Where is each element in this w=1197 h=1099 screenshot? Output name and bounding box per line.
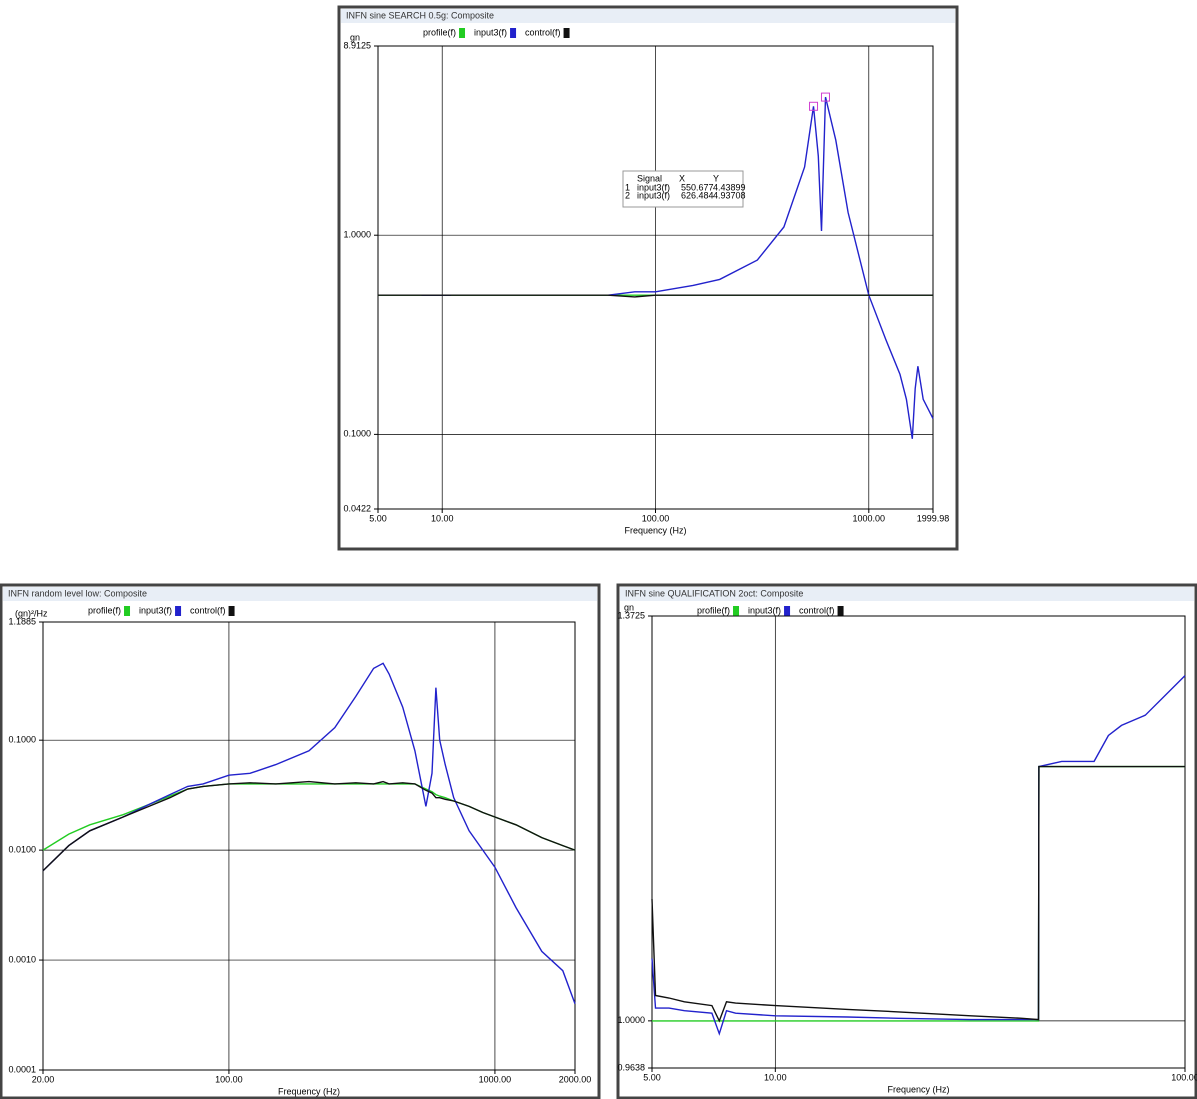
legend-label: control(f) (799, 605, 835, 615)
window-title: INFN sine SEARCH 0.5g: Composite (346, 10, 494, 20)
legend-label: input3(f) (748, 605, 781, 615)
cursor-table-cell: 1 (625, 182, 630, 192)
x-tick-label: 10.00 (431, 513, 454, 523)
x-tick-label: 1000.00 (853, 513, 886, 523)
legend-swatch (837, 606, 844, 616)
y-tick-label: 0.9638 (617, 1062, 645, 1072)
x-tick-label: 5.00 (369, 513, 387, 523)
legend-swatch (459, 28, 466, 38)
x-axis-label: Frequency (Hz) (887, 1084, 949, 1094)
legend-swatch (784, 606, 791, 616)
title-bar (341, 9, 955, 23)
legend-swatch (510, 28, 517, 38)
x-tick-label: 2000.00 (559, 1074, 592, 1084)
legend-label: control(f) (190, 605, 226, 615)
plot-area (651, 615, 1186, 1069)
chart-window: INFN sine SEARCH 0.5g: Composite profile(… (337, 5, 959, 551)
y-tick-label: 0.0001 (8, 1064, 36, 1074)
cursor-table-cell: 626.484 (681, 190, 714, 200)
y-tick-label: 8.9125 (343, 40, 371, 50)
x-axis-label: Frequency (Hz) (278, 1086, 340, 1096)
cursor-table-cell: 550.677 (681, 182, 714, 192)
x-tick-label: 20.00 (32, 1074, 55, 1084)
y-tick-label: 1.3725 (617, 610, 645, 620)
legend-swatch (733, 606, 740, 616)
chart-window: INFN sine QUALIFICATION 2oct: Composite p… (616, 583, 1197, 1099)
x-tick-label: 100.00 (1171, 1072, 1197, 1082)
series-line (42, 780, 576, 872)
legend-swatch (124, 606, 131, 616)
y-tick-label: 0.0422 (343, 503, 371, 513)
legend-label: input3(f) (474, 27, 507, 37)
y-tick-label: 1.0000 (617, 1015, 645, 1025)
window-title: INFN random level low: Composite (8, 588, 147, 598)
legend-swatch (228, 606, 235, 616)
title-bar (3, 587, 597, 601)
x-tick-label: 1000.00 (479, 1074, 512, 1084)
cursor-table-header: X (679, 173, 685, 183)
cursor-table-cell: input3(f) (637, 182, 670, 192)
y-tick-label: 0.1000 (8, 735, 36, 745)
cursor-table-cell: 2 (625, 190, 630, 200)
y-axis-label: (gn)²/Hz (15, 608, 48, 618)
y-axis-label: gn (350, 32, 360, 42)
y-tick-label: 0.1000 (343, 429, 371, 439)
cursor-table-cell: 4.93708 (713, 190, 746, 200)
y-tick-label: 1.0000 (343, 230, 371, 240)
window-title: INFN sine QUALIFICATION 2oct: Composite (625, 588, 803, 598)
cursor-marker (820, 92, 830, 102)
legend-label: profile(f) (423, 27, 456, 37)
legend-swatch (175, 606, 182, 616)
legend-label: input3(f) (139, 605, 172, 615)
cursor-table-box (622, 170, 744, 208)
chart-window: INFN random level low: Composite profile(… (0, 583, 601, 1099)
y-tick-label: 0.0100 (8, 844, 36, 854)
legend-label: control(f) (525, 27, 561, 37)
series-line (651, 765, 1185, 1023)
y-tick-label: 0.0010 (8, 954, 36, 964)
series-line (651, 675, 1186, 1036)
x-tick-label: 1999.98 (917, 513, 950, 523)
cursor-table-cell: input3(f) (637, 190, 670, 200)
series-line (42, 662, 576, 1005)
cursor-table-header: Y (713, 173, 719, 183)
x-tick-label: 100.00 (215, 1074, 243, 1084)
legend-label: profile(f) (697, 605, 730, 615)
y-tick-label: 1.1885 (8, 616, 36, 626)
x-tick-label: 5.00 (643, 1072, 661, 1082)
x-tick-label: 10.00 (764, 1072, 787, 1082)
plot-area (42, 621, 576, 1071)
legend-label: profile(f) (88, 605, 121, 615)
title-bar (620, 587, 1194, 601)
y-axis-label: gn (624, 602, 634, 612)
cursor-table-cell: 4.43899 (713, 182, 746, 192)
x-tick-label: 100.00 (642, 513, 670, 523)
x-axis-label: Frequency (Hz) (624, 525, 686, 535)
series-line (378, 294, 933, 298)
cursor-marker (809, 101, 819, 111)
legend-swatch (563, 28, 570, 38)
cursor-table-header: Signal (637, 173, 662, 183)
